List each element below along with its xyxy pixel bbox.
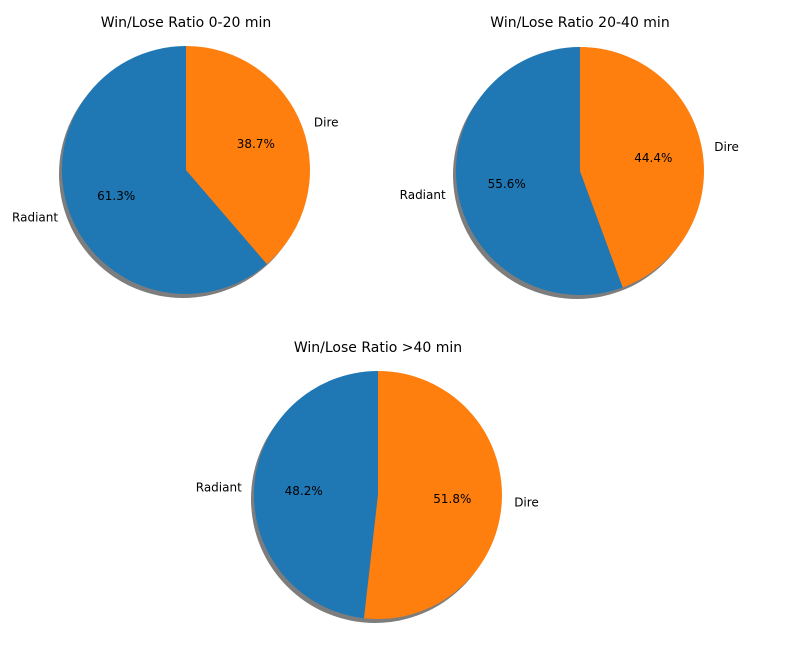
chart-title: Win/Lose Ratio 0-20 min bbox=[101, 15, 272, 31]
pie-slice-dire bbox=[580, 47, 704, 288]
pie-pct-label: 51.8% bbox=[433, 492, 471, 506]
pie-category-label: Radiant bbox=[196, 480, 242, 494]
pie-category-label: Dire bbox=[514, 496, 539, 510]
pie-slice-dire bbox=[364, 371, 502, 620]
pie-category-label: Radiant bbox=[400, 188, 446, 202]
pie-slice-dire bbox=[186, 45, 311, 265]
pie-pct-label: 38.7% bbox=[237, 137, 275, 151]
pie-pct-label: 44.4% bbox=[634, 151, 672, 165]
pie-slice-radiant bbox=[62, 46, 267, 294]
pie-chart-20-40-min: Win/Lose Ratio 20-40 min 55.6% Radiant 44.… bbox=[400, 15, 739, 299]
pie-pct-label: 61.3% bbox=[97, 189, 135, 203]
pie-slice-radiant bbox=[253, 371, 378, 619]
pie-chart-0-20-min: Win/Lose Ratio 0-20 min 61.3% Radiant 38.7… bbox=[12, 15, 339, 298]
chart-title: Win/Lose Ratio 20-40 min bbox=[490, 15, 669, 31]
chart-title: Win/Lose Ratio >40 min bbox=[294, 340, 462, 356]
pie-pct-label: 55.6% bbox=[488, 177, 526, 191]
pie-category-label: Dire bbox=[314, 116, 339, 130]
pie-pct-label: 48.2% bbox=[285, 484, 323, 498]
pie-category-label: Radiant bbox=[12, 210, 58, 224]
pie-category-label: Dire bbox=[714, 140, 739, 154]
pie-slice-radiant bbox=[455, 46, 623, 295]
pie-chart-over-40-min: Win/Lose Ratio >40 min 48.2% Radiant 51.8%… bbox=[196, 340, 539, 623]
